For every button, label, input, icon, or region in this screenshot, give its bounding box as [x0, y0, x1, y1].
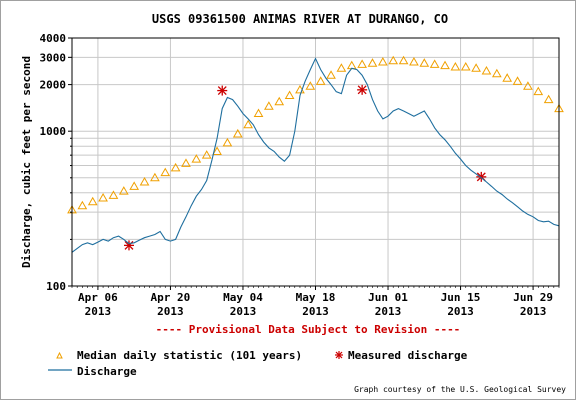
median-marker	[346, 60, 357, 70]
x-tick-label: Jun 01	[368, 291, 408, 304]
measured-marker	[217, 85, 228, 96]
x-tick-year: 2013	[520, 305, 547, 318]
median-marker	[398, 55, 409, 65]
median-marker	[160, 167, 171, 177]
median-marker	[409, 56, 419, 66]
median-marker	[315, 76, 326, 85]
median-marker	[523, 81, 533, 90]
median-marker	[212, 146, 222, 155]
median-marker	[326, 70, 336, 79]
median-marker	[222, 137, 233, 147]
median-marker	[471, 63, 481, 72]
y-tick-label: 4000	[40, 32, 67, 45]
median-marker	[150, 172, 160, 182]
measured-marker	[357, 84, 368, 95]
discharge-line	[71, 57, 560, 253]
legend-median-label: Median daily statistic (101 years)	[77, 349, 302, 362]
x-tick-year: 2013	[447, 305, 474, 318]
median-marker	[118, 186, 129, 195]
median-marker	[336, 63, 347, 72]
median-marker	[429, 59, 440, 68]
median-marker	[543, 94, 554, 104]
x-tick-label: Apr 20	[151, 291, 191, 304]
median-marker	[139, 176, 150, 186]
median-marker	[232, 128, 243, 138]
y-tick-label: 2000	[40, 79, 67, 92]
median-marker	[357, 59, 367, 68]
median-marker	[191, 154, 202, 163]
median-marker	[77, 200, 88, 210]
x-tick-label: May 18	[296, 291, 336, 304]
y-axis-label: Discharge, cubic feet per second	[20, 56, 33, 268]
median-marker	[274, 96, 285, 106]
median-marker	[170, 162, 181, 172]
median-marker	[253, 108, 264, 118]
provisional-note: ---- Provisional Data Subject to Revisio…	[156, 323, 461, 336]
median-marker	[481, 65, 492, 75]
median-marker	[450, 61, 461, 71]
median-marker	[305, 81, 316, 90]
median-marker	[98, 193, 108, 202]
legend-discharge-label: Discharge	[77, 365, 137, 378]
legend: Median daily statistic (101 years) Measu…	[48, 349, 468, 378]
median-marker	[284, 90, 295, 100]
legend-measured-marker	[335, 351, 343, 359]
x-tick-year: 2013	[85, 305, 112, 318]
y-tick-label: 100	[46, 280, 66, 293]
median-marker	[87, 196, 98, 206]
median-marker	[264, 101, 274, 110]
y-tick-label: 1000	[40, 125, 67, 138]
median-marker	[201, 150, 212, 159]
grid	[72, 37, 559, 287]
median-marker	[533, 86, 544, 96]
x-tick-year: 2013	[230, 305, 257, 318]
y-tick-label: 3000	[40, 51, 67, 64]
median-marker	[491, 68, 502, 78]
median-marker	[460, 61, 471, 71]
x-tick-year: 2013	[302, 305, 329, 318]
chart-title: USGS 09361500 ANIMAS RIVER AT DURANGO, C…	[152, 12, 448, 26]
x-tick-year: 2013	[157, 305, 184, 318]
median-marker	[108, 190, 119, 199]
legend-measured-label: Measured discharge	[348, 349, 468, 362]
x-tick-label: Jun 29	[513, 291, 553, 304]
median-marker	[243, 119, 254, 129]
credit-text: Graph courtesy of the U.S. Geological Su…	[354, 385, 566, 394]
median-marker	[512, 76, 523, 85]
x-tick-label: Jun 15	[441, 291, 481, 304]
x-tick-year: 2013	[375, 305, 402, 318]
y-axis: 100 1000 2000 3000 4000	[40, 32, 72, 293]
median-marker	[440, 60, 450, 70]
x-tick-label: May 04	[223, 291, 263, 304]
median-marker	[129, 181, 140, 190]
x-tick-label: Apr 06	[78, 291, 118, 304]
median-marker	[419, 58, 430, 67]
median-marker	[502, 73, 513, 82]
median-marker	[181, 158, 191, 167]
median-marker	[377, 56, 388, 66]
median-marker	[388, 55, 399, 65]
legend-median-marker	[56, 351, 63, 359]
measured-marker	[123, 240, 134, 251]
median-marker	[367, 58, 378, 67]
